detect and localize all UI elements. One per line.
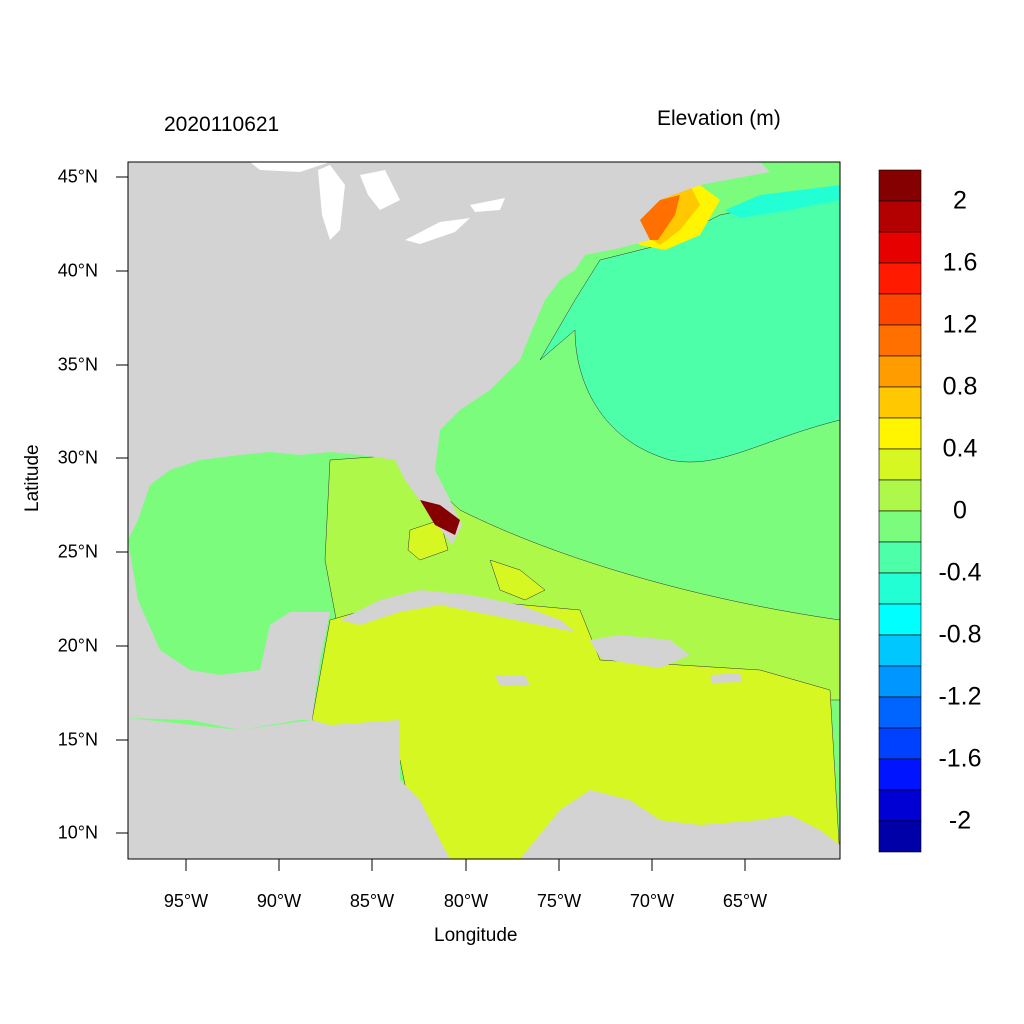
lon-tick-label: 80°W	[443, 891, 489, 911]
florida-surge-zone	[420, 500, 460, 535]
colorbar-swatch	[878, 510, 922, 543]
colorbar-swatch	[878, 200, 922, 233]
colorbar-label: 2	[953, 186, 967, 215]
colorbar-label: -2	[948, 806, 972, 835]
colorbar-swatch	[878, 386, 922, 419]
colorbar-swatch	[878, 324, 922, 357]
colorbar-swatch	[878, 634, 922, 667]
bahamas-region	[489, 559, 546, 601]
lat-tick-label: 10°N	[57, 822, 98, 843]
colorbar-swatch	[878, 293, 922, 326]
legend-title: Elevation (m)	[657, 107, 781, 130]
lat-tick-label: 20°N	[57, 635, 98, 656]
lat-tick-label: 45°N	[57, 166, 98, 187]
lon-tick-label: 85°W	[349, 891, 395, 911]
colorbar-swatch	[878, 262, 922, 295]
date-label: 2020110621	[164, 113, 280, 136]
lat-tick-label: 35°N	[57, 354, 98, 375]
plot-frame	[127, 161, 841, 860]
colorbar-label: 0.4	[942, 434, 978, 463]
lake-michigan	[318, 165, 345, 240]
colorbar	[878, 169, 922, 853]
lake-ontario	[470, 198, 505, 212]
map-area	[128, 162, 840, 859]
colorbar-label: -1.2	[938, 682, 982, 711]
colorbar-label: -0.8	[938, 620, 982, 649]
lon-tick-label: 65°W	[722, 891, 768, 911]
colorbar-swatch	[878, 727, 922, 760]
colorbar-label: -1.6	[938, 744, 982, 773]
lon-tick-label: 70°W	[629, 891, 675, 911]
axis-ticks	[116, 176, 746, 871]
colorbar-label: 1.2	[942, 310, 978, 339]
lon-tick-label: 90°W	[256, 891, 302, 911]
lat-tick-label: 40°N	[57, 260, 98, 281]
puerto-rico	[710, 673, 742, 683]
colorbar-label: -0.4	[938, 558, 982, 587]
lat-tick-label: 30°N	[57, 447, 98, 468]
cuba	[340, 590, 575, 632]
x-axis-label: Longitude	[434, 925, 518, 946]
ocean-surge-red	[636, 195, 680, 240]
colorbar-swatch	[878, 448, 922, 481]
colorbar-swatch	[878, 665, 922, 698]
colorbar-swatch	[878, 169, 922, 202]
ocean-low-region	[725, 185, 840, 218]
colorbar-label: 1.6	[942, 248, 978, 277]
colorbar-swatch	[878, 696, 922, 729]
mexico	[128, 540, 330, 730]
lon-tick-label: 95°W	[163, 891, 209, 911]
south-america	[520, 790, 840, 859]
lakes	[250, 162, 505, 244]
lat-tick-label: 25°N	[57, 541, 98, 562]
lake-erie	[405, 218, 470, 244]
colorbar-label: 0.8	[942, 372, 978, 401]
land	[128, 162, 840, 859]
colorbar-swatch	[878, 572, 922, 605]
colorbar-swatch	[878, 479, 922, 512]
colorbar-swatch	[878, 541, 922, 574]
colorbar-label: 0	[953, 496, 967, 525]
colorbar-swatch	[878, 417, 922, 450]
north-america	[128, 162, 770, 545]
colorbar-swatch	[878, 789, 922, 822]
colorbar-swatch	[878, 820, 922, 853]
lake-superior	[250, 162, 330, 172]
colorbar-swatch	[878, 603, 922, 636]
colorbar-swatch	[878, 355, 922, 388]
colorbar-swatch	[878, 758, 922, 791]
lake-huron	[360, 170, 400, 210]
central-america	[128, 718, 450, 859]
lon-tick-label: 75°W	[536, 891, 582, 911]
lat-tick-label: 15°N	[57, 729, 98, 750]
hispaniola	[590, 635, 690, 668]
jamaica	[495, 675, 530, 686]
colorbar-swatch	[878, 231, 922, 264]
